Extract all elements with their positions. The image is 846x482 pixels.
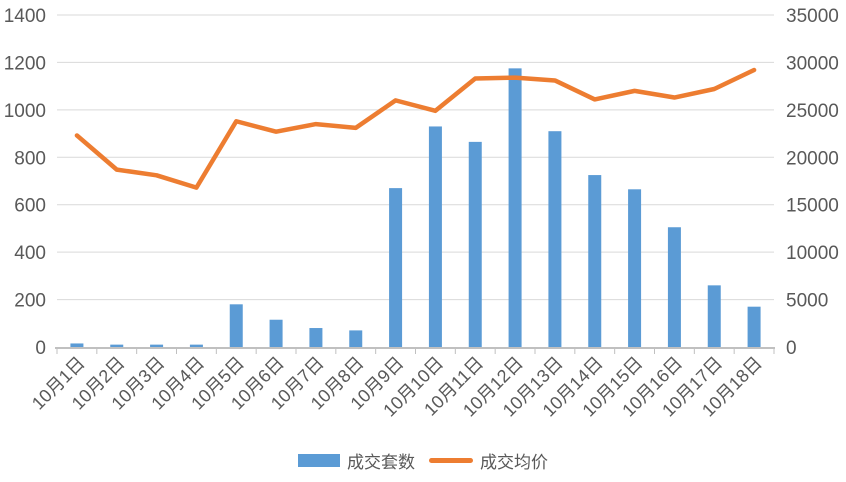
- bar-day-14: [588, 175, 602, 347]
- bar-day-7: [309, 328, 323, 347]
- right-axis-tick-label: 5000: [786, 291, 828, 312]
- bar-day-10: [428, 126, 442, 347]
- bar-day-9: [389, 188, 403, 347]
- left-axis-tick-label: 1400: [4, 6, 46, 27]
- left-axis-tick-label: 0: [35, 338, 46, 359]
- left-axis-tick-label: 200: [14, 291, 46, 312]
- right-axis-tick-label: 0: [786, 338, 797, 359]
- left-axis-tick-label: 800: [14, 148, 46, 169]
- right-axis-tick-label: 25000: [786, 101, 839, 122]
- right-axis-tick-label: 30000: [786, 53, 839, 74]
- right-axis-tick-label: 15000: [786, 196, 839, 217]
- bar-day-18: [747, 306, 761, 347]
- bar-day-2: [110, 344, 124, 347]
- left-axis-tick-label: 1000: [4, 101, 46, 122]
- left-axis-tick-label: 400: [14, 243, 46, 264]
- chart-canvas: 0 200 400 600 800 1000 1200 1400 0 5000 10000 15000…: [4, 6, 839, 421]
- bar-day-12: [508, 68, 522, 347]
- bar-day-11: [468, 141, 482, 347]
- legend-label-deal-count: 成交套数: [347, 453, 415, 472]
- bar-day-1: [70, 343, 84, 347]
- right-axis-tick-label: 35000: [786, 6, 839, 27]
- right-axis-tick-label: 20000: [786, 148, 839, 169]
- chart-legend: 成交套数 成交均价: [0, 448, 846, 473]
- legend-item-deal-count[interactable]: 成交套数: [298, 448, 415, 473]
- bar-day-6: [269, 319, 283, 347]
- left-axis-tick-label: 1200: [4, 53, 46, 74]
- avg-price-line: [74, 67, 757, 190]
- bar-day-13: [548, 131, 562, 347]
- legend-item-avg-price[interactable]: 成交均价: [429, 448, 548, 473]
- bar-day-16: [667, 227, 681, 347]
- bar-day-4: [189, 344, 203, 347]
- line-series-swatch-icon: [429, 458, 473, 463]
- left-axis-tick-label: 600: [14, 196, 46, 217]
- right-axis-tick-label: 10000: [786, 243, 839, 264]
- legend-label-avg-price: 成交均价: [480, 453, 548, 472]
- bar-day-17: [707, 285, 721, 347]
- bar-day-3: [150, 344, 164, 347]
- bar-day-8: [349, 330, 363, 347]
- bar-day-15: [628, 189, 642, 347]
- bar-series-swatch-icon: [298, 454, 340, 467]
- bar-day-5: [229, 304, 243, 347]
